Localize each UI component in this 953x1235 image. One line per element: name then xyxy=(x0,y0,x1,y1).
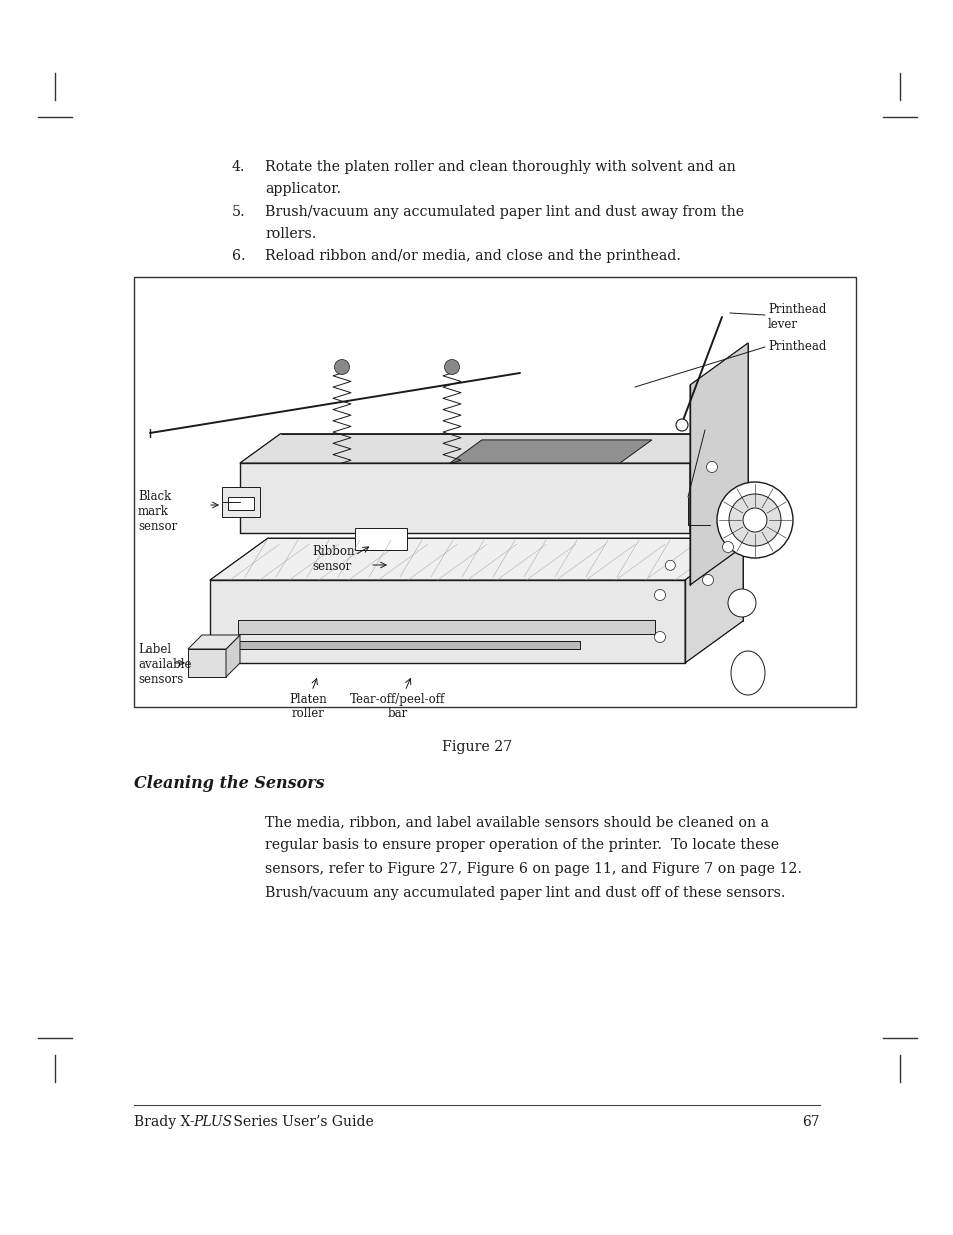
Circle shape xyxy=(706,462,717,473)
Polygon shape xyxy=(689,343,747,585)
Circle shape xyxy=(654,631,665,642)
Polygon shape xyxy=(228,496,253,510)
Polygon shape xyxy=(355,529,407,550)
Ellipse shape xyxy=(730,651,764,695)
Text: available: available xyxy=(138,658,192,671)
Circle shape xyxy=(727,589,755,618)
Text: 4.: 4. xyxy=(232,161,245,174)
Text: Figure 27: Figure 27 xyxy=(441,740,512,755)
Circle shape xyxy=(721,541,733,552)
Text: roller: roller xyxy=(292,706,324,720)
Polygon shape xyxy=(210,538,742,580)
Circle shape xyxy=(335,359,349,374)
Text: Label: Label xyxy=(138,643,171,656)
Bar xyxy=(133,277,855,706)
Text: The media, ribbon, and label available sensors should be cleaned on a: The media, ribbon, and label available s… xyxy=(265,815,768,829)
Polygon shape xyxy=(237,620,655,634)
Text: regular basis to ensure proper operation of the printer.  To locate these: regular basis to ensure proper operation… xyxy=(265,839,779,852)
Polygon shape xyxy=(450,440,651,463)
Text: 6.: 6. xyxy=(232,249,245,263)
Text: sensors: sensors xyxy=(138,673,183,685)
Polygon shape xyxy=(689,433,730,534)
Circle shape xyxy=(717,482,792,558)
Text: sensors, refer to Figure 27, Figure 6 on page 11, and Figure 7 on page 12.: sensors, refer to Figure 27, Figure 6 on… xyxy=(265,862,801,876)
Text: Series User’s Guide: Series User’s Guide xyxy=(229,1115,374,1129)
Text: 5.: 5. xyxy=(232,205,246,219)
Polygon shape xyxy=(237,641,579,650)
Text: mark: mark xyxy=(138,505,169,517)
Circle shape xyxy=(444,359,459,374)
Text: Cleaning the Sensors: Cleaning the Sensors xyxy=(133,776,324,792)
Polygon shape xyxy=(226,635,240,677)
Polygon shape xyxy=(188,635,240,650)
Circle shape xyxy=(728,494,781,546)
Text: Brady X-: Brady X- xyxy=(133,1115,194,1129)
Text: Reload ribbon and/or media, and close and the printhead.: Reload ribbon and/or media, and close an… xyxy=(265,249,680,263)
Polygon shape xyxy=(684,538,742,663)
Circle shape xyxy=(676,419,687,431)
Polygon shape xyxy=(222,487,260,517)
Polygon shape xyxy=(210,580,684,663)
Text: Black: Black xyxy=(138,490,172,503)
Text: 67: 67 xyxy=(801,1115,820,1129)
Text: Tear-off/peel-off: Tear-off/peel-off xyxy=(350,693,445,706)
Polygon shape xyxy=(240,433,730,463)
Text: applicator.: applicator. xyxy=(265,182,341,196)
Text: rollers.: rollers. xyxy=(265,227,316,241)
Polygon shape xyxy=(188,650,226,677)
Text: PLUS: PLUS xyxy=(193,1115,233,1129)
Polygon shape xyxy=(240,463,689,534)
Circle shape xyxy=(701,574,713,585)
Text: Printhead: Printhead xyxy=(767,303,825,316)
Circle shape xyxy=(654,589,665,600)
Text: bar: bar xyxy=(388,706,408,720)
Text: sensor: sensor xyxy=(312,559,351,573)
Circle shape xyxy=(742,508,766,532)
Text: Brush/vacuum any accumulated paper lint and dust away from the: Brush/vacuum any accumulated paper lint … xyxy=(265,205,743,219)
Text: Ribbon: Ribbon xyxy=(312,545,355,558)
Text: Rotate the platen roller and clean thoroughly with solvent and an: Rotate the platen roller and clean thoro… xyxy=(265,161,735,174)
Text: Platen: Platen xyxy=(289,693,327,706)
Text: lever: lever xyxy=(767,317,797,331)
Text: Brush/vacuum any accumulated paper lint and dust off of these sensors.: Brush/vacuum any accumulated paper lint … xyxy=(265,885,784,899)
Text: sensor: sensor xyxy=(138,520,177,534)
Circle shape xyxy=(664,561,675,571)
Text: Printhead: Printhead xyxy=(767,340,825,353)
